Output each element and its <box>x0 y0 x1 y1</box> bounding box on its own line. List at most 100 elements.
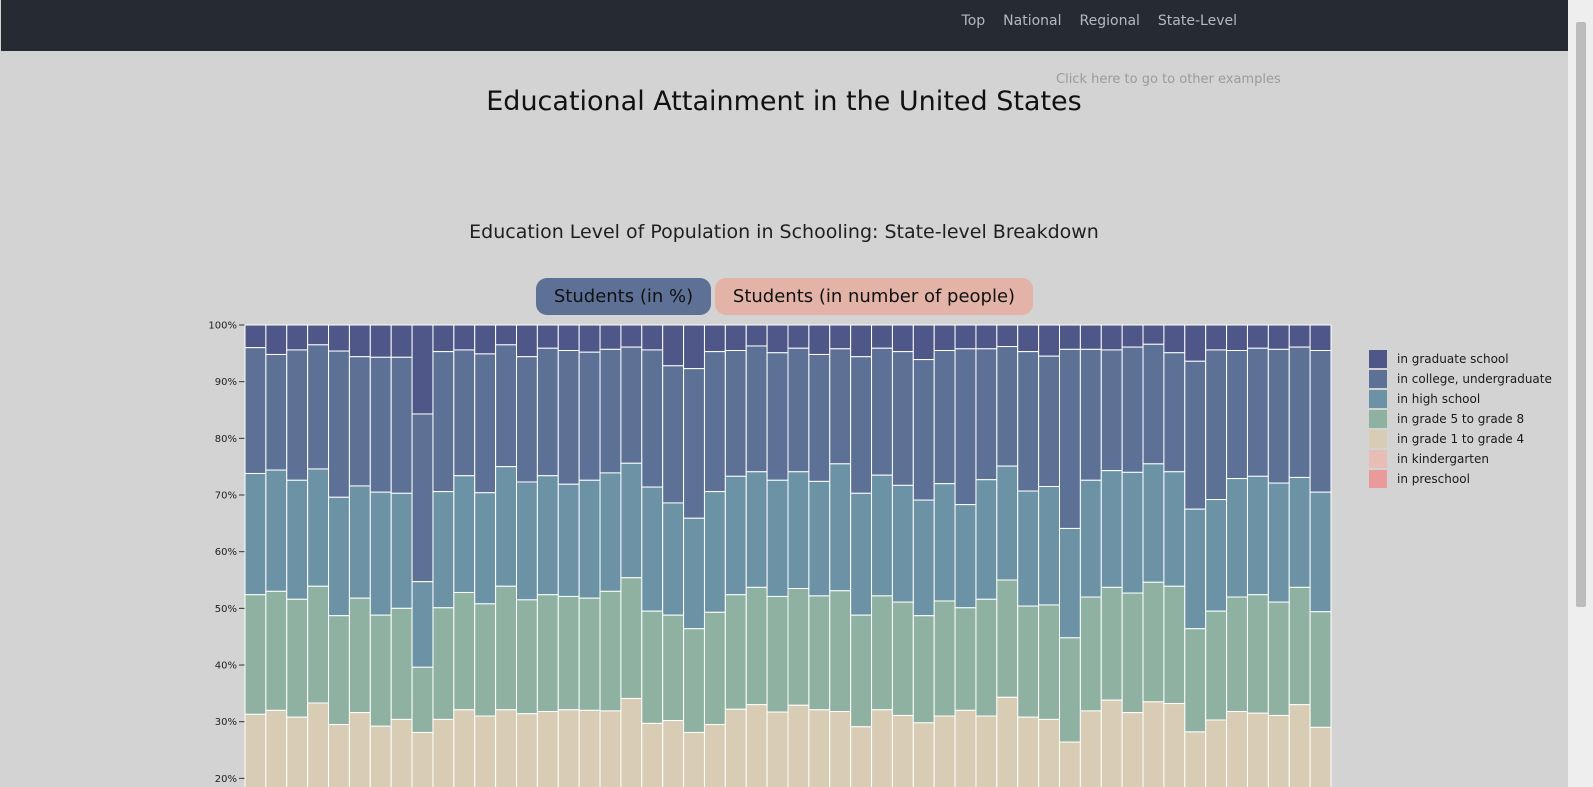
bar-segment-graduate[interactable] <box>599 324 622 350</box>
bar-segment-graduate[interactable] <box>1100 324 1123 351</box>
bar-segment-grade5-8[interactable] <box>286 598 309 718</box>
bar-segment-high-school[interactable] <box>599 472 622 592</box>
bar-segment-grade1-4[interactable] <box>599 710 622 787</box>
bar-segment-grade5-8[interactable] <box>390 607 413 720</box>
bar-segment-grade1-4[interactable] <box>474 715 497 787</box>
bar-segment-grade1-4[interactable] <box>1079 710 1102 787</box>
bar-segment-undergraduate[interactable] <box>912 359 935 501</box>
bar-segment-graduate[interactable] <box>1121 324 1144 348</box>
bar-segment-undergraduate[interactable] <box>808 353 831 482</box>
bar-segment-undergraduate[interactable] <box>1205 349 1228 501</box>
bar-segment-grade5-8[interactable] <box>1309 611 1332 728</box>
bar-segment-high-school[interactable] <box>265 469 288 592</box>
scrollbar-thumb[interactable] <box>1576 22 1586 607</box>
bar-segment-graduate[interactable] <box>390 324 413 358</box>
bar-segment-graduate[interactable] <box>265 324 288 355</box>
bar-segment-undergraduate[interactable] <box>641 349 664 488</box>
bar-segment-graduate[interactable] <box>1184 324 1207 362</box>
bar-segment-undergraduate[interactable] <box>1226 350 1248 480</box>
bar-segment-grade5-8[interactable] <box>1226 596 1248 712</box>
bar-segment-high-school[interactable] <box>724 475 747 596</box>
bar-segment-grade1-4[interactable] <box>871 709 893 787</box>
bar-segment-grade5-8[interactable] <box>1205 610 1228 721</box>
bar-segment-high-school[interactable] <box>745 471 768 588</box>
bar-segment-grade1-4[interactable] <box>1038 718 1060 787</box>
bar-segment-grade5-8[interactable] <box>536 594 559 712</box>
bar-segment-high-school[interactable] <box>536 475 559 596</box>
bar-segment-graduate[interactable] <box>1038 324 1060 357</box>
bar-segment-grade1-4[interactable] <box>683 731 705 787</box>
bar-segment-grade5-8[interactable] <box>1100 586 1123 701</box>
bar-segment-high-school[interactable] <box>495 466 518 587</box>
bar-segment-graduate[interactable] <box>975 324 998 350</box>
bar-segment-high-school[interactable] <box>1205 499 1228 612</box>
bar-segment-undergraduate[interactable] <box>557 350 580 485</box>
bar-segment-grade1-4[interactable] <box>1121 712 1144 787</box>
bar-segment-grade5-8[interactable] <box>662 614 685 722</box>
bar-segment-graduate[interactable] <box>683 324 705 370</box>
bar-segment-high-school[interactable] <box>766 479 789 597</box>
bar-segment-high-school[interactable] <box>996 465 1019 581</box>
bar-segment-high-school[interactable] <box>578 479 601 599</box>
bar-segment-grade1-4[interactable] <box>891 714 914 787</box>
bar-segment-graduate[interactable] <box>808 324 831 355</box>
bar-segment-grade1-4[interactable] <box>766 711 789 787</box>
bar-segment-high-school[interactable] <box>348 485 371 599</box>
bar-segment-high-school[interactable] <box>390 492 413 609</box>
bar-segment-high-school[interactable] <box>286 479 309 600</box>
bar-segment-grade1-4[interactable] <box>808 709 831 787</box>
bar-segment-undergraduate[interactable] <box>703 351 726 493</box>
bar-segment-grade5-8[interactable] <box>369 614 392 727</box>
bar-segment-grade1-4[interactable] <box>1267 714 1290 787</box>
bar-segment-graduate[interactable] <box>1226 324 1248 352</box>
bar-segment-high-school[interactable] <box>1079 479 1102 598</box>
bar-segment-high-school[interactable] <box>703 491 726 613</box>
bar-segment-graduate[interactable] <box>244 324 267 349</box>
bar-segment-high-school[interactable] <box>933 483 956 602</box>
bar-segment-high-school[interactable] <box>328 496 350 617</box>
bar-segment-grade5-8[interactable] <box>244 594 267 715</box>
bar-segment-graduate[interactable] <box>1205 324 1228 351</box>
bar-segment-grade1-4[interactable] <box>1142 701 1165 787</box>
bar-segment-undergraduate[interactable] <box>453 349 476 477</box>
bar-segment-graduate[interactable] <box>578 324 601 353</box>
bar-segment-undergraduate[interactable] <box>954 348 977 506</box>
bar-segment-undergraduate[interactable] <box>348 356 371 487</box>
bar-segment-high-school[interactable] <box>1017 490 1040 607</box>
bar-segment-graduate[interactable] <box>829 324 852 350</box>
bar-segment-graduate[interactable] <box>850 324 873 358</box>
bar-segment-high-school[interactable] <box>620 462 643 579</box>
bar-segment-graduate[interactable] <box>912 324 935 361</box>
bar-segment-grade5-8[interactable] <box>683 628 705 733</box>
bar-segment-grade1-4[interactable] <box>432 718 455 787</box>
bar-segment-undergraduate[interactable] <box>432 351 455 493</box>
bar-segment-graduate[interactable] <box>348 324 371 358</box>
bar-segment-high-school[interactable] <box>1142 463 1165 583</box>
bar-segment-grade5-8[interactable] <box>724 594 747 710</box>
bar-segment-undergraduate[interactable] <box>891 351 914 486</box>
bar-segment-grade1-4[interactable] <box>954 709 977 787</box>
bar-segment-grade1-4[interactable] <box>307 702 330 787</box>
bar-segment-graduate[interactable] <box>557 324 580 352</box>
bar-segment-graduate[interactable] <box>1267 324 1290 350</box>
bar-segment-grade5-8[interactable] <box>1017 605 1040 718</box>
bar-segment-grade1-4[interactable] <box>829 710 852 787</box>
bar-segment-grade5-8[interactable] <box>348 597 371 714</box>
bar-segment-graduate[interactable] <box>1246 324 1269 349</box>
bar-segment-grade5-8[interactable] <box>745 586 768 706</box>
bar-segment-undergraduate[interactable] <box>745 345 768 473</box>
bar-segment-graduate[interactable] <box>516 324 538 358</box>
bar-segment-graduate[interactable] <box>1163 324 1186 354</box>
bar-segment-undergraduate[interactable] <box>1038 355 1060 488</box>
bar-segment-grade1-4[interactable] <box>557 709 580 787</box>
bar-segment-grade1-4[interactable] <box>536 710 559 787</box>
bar-segment-grade5-8[interactable] <box>641 610 664 724</box>
bar-segment-undergraduate[interactable] <box>1100 349 1123 472</box>
bar-segment-undergraduate[interactable] <box>1079 348 1102 481</box>
bar-segment-grade1-4[interactable] <box>850 726 873 787</box>
bar-segment-grade5-8[interactable] <box>1163 585 1186 705</box>
bar-segment-graduate[interactable] <box>453 324 476 351</box>
bar-segment-undergraduate[interactable] <box>578 351 601 481</box>
bar-segment-grade5-8[interactable] <box>453 591 476 711</box>
bar-segment-grade5-8[interactable] <box>975 598 998 717</box>
